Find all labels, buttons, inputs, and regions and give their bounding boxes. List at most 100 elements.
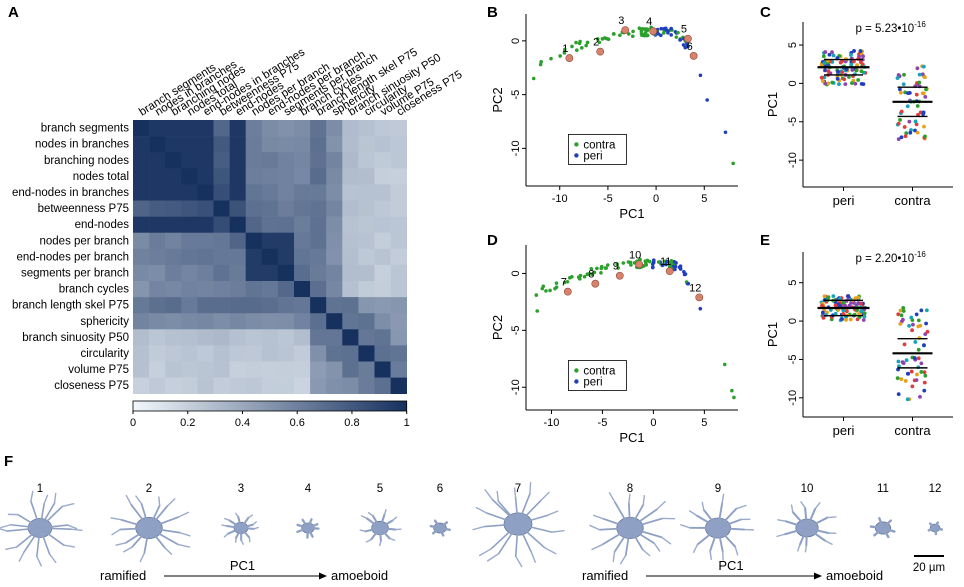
swarm-point	[898, 87, 902, 92]
heatmap-cell	[374, 329, 391, 346]
cell-branch	[53, 492, 57, 504]
point-label: 9	[613, 261, 619, 273]
heatmap-row-label: closeness P75	[54, 380, 129, 392]
swarm-point	[922, 380, 927, 385]
x-axis-title: PC1	[619, 206, 644, 221]
data-point	[584, 43, 588, 48]
cell-process	[119, 527, 150, 531]
p-value-annotation: p = 2.20•10-16	[856, 250, 927, 265]
cell-process	[39, 524, 69, 529]
heatmap-cell	[165, 264, 182, 282]
x-tick-label: 0	[653, 193, 659, 205]
legend-marker	[574, 368, 579, 373]
data-point	[731, 161, 735, 166]
swarm-point	[907, 119, 912, 124]
cell-process	[438, 521, 449, 530]
cell-process	[601, 527, 631, 546]
cell-process	[490, 523, 519, 550]
heatmap-cell	[229, 264, 246, 282]
panel-letter-e: E	[760, 232, 770, 249]
swarm-point	[819, 63, 824, 68]
cell-process	[881, 526, 896, 533]
cell-branch	[166, 498, 176, 507]
cell-process	[629, 527, 656, 545]
point-label: 3	[618, 15, 624, 27]
heatmap-cell	[342, 152, 359, 169]
cell-branch	[543, 546, 557, 555]
heatmap-cell	[229, 232, 246, 250]
heatmap-cell	[390, 216, 407, 233]
cell-process	[15, 527, 41, 548]
point-label: 12	[689, 282, 701, 294]
highlighted-point	[621, 26, 630, 35]
heatmap-cell	[261, 184, 279, 201]
data-point	[650, 265, 655, 270]
cell-process	[804, 506, 809, 530]
data-point	[562, 47, 567, 52]
microglia-cell-render	[429, 519, 451, 537]
cell-branch	[63, 544, 76, 548]
swarm-point	[899, 135, 904, 140]
heatmap-cell	[245, 377, 263, 394]
swarm-point	[846, 294, 851, 298]
cell-process	[239, 526, 251, 539]
legend-label: contra	[583, 366, 616, 378]
heatmap-cell	[390, 168, 407, 185]
swarm-point	[856, 78, 861, 82]
swarm-point	[903, 379, 908, 383]
heatmap-cell	[326, 168, 343, 185]
data-point	[548, 288, 552, 293]
heatmap-cell	[197, 136, 214, 153]
heatmap-cell	[326, 184, 343, 201]
heatmap-cell	[294, 248, 311, 266]
heatmap-cell	[374, 152, 391, 169]
heatmap-cell	[374, 200, 391, 217]
swarm-point	[852, 301, 856, 305]
cell-process	[378, 526, 391, 540]
point-label: 1	[562, 43, 568, 55]
cell-branch	[30, 490, 34, 502]
heatmap-cell	[390, 313, 407, 330]
heatmap-cell	[165, 313, 182, 330]
heatmap-cell	[358, 361, 375, 378]
heatmap-cell	[310, 297, 327, 314]
data-point	[590, 272, 595, 276]
heatmap-cell	[390, 136, 407, 153]
swarm-point	[900, 360, 905, 365]
cell-process	[784, 520, 809, 530]
data-point	[554, 285, 559, 289]
heatmap-cell	[197, 168, 214, 185]
swarm-point	[914, 378, 919, 383]
arrow-label-amoeboid: amoeboid	[826, 568, 883, 583]
swarm-point	[850, 81, 854, 86]
swarm-point	[835, 76, 840, 81]
legend-marker	[574, 153, 579, 158]
heatmap-cell	[165, 184, 182, 201]
heatmap-cell	[390, 281, 407, 298]
cell-number: 2	[146, 483, 152, 495]
highlighted-point	[591, 279, 600, 288]
swarm-point	[925, 329, 930, 334]
heatmap-cell	[261, 297, 279, 314]
cell-branch	[589, 524, 601, 531]
heatmap-cell	[165, 329, 182, 346]
panel-letter-b: B	[487, 4, 498, 21]
swarm-point	[847, 303, 852, 308]
cell-process	[791, 511, 809, 530]
cell-process	[717, 527, 724, 553]
cell-branch	[247, 514, 254, 519]
heatmap-cell	[133, 248, 150, 266]
cell-process	[629, 508, 658, 529]
data-point	[659, 26, 664, 31]
heatmap-cell	[245, 264, 263, 282]
heatmap-cell	[181, 120, 198, 137]
heatmap-cell	[197, 120, 214, 137]
x-tick-label: 5	[701, 193, 707, 205]
cell-branch	[158, 496, 161, 507]
heatmap-cell	[310, 216, 327, 233]
swarm-point	[856, 295, 861, 300]
cell-branch	[551, 529, 565, 533]
heatmap-cell	[374, 297, 391, 314]
heatmap-cell	[181, 297, 198, 314]
